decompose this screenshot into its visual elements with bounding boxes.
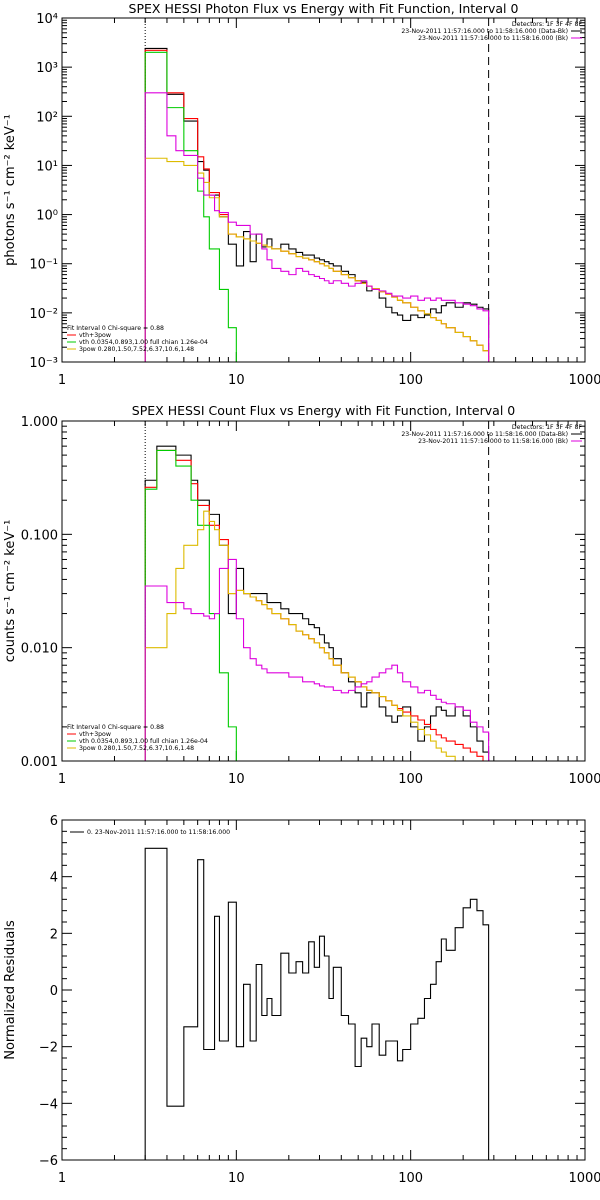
legend-entry: vth+3pow — [79, 332, 111, 339]
y-ticks — [62, 17, 585, 363]
series-group — [144, 847, 490, 1160]
y-tick-label: 10¹ — [36, 159, 58, 174]
series-line-4 — [144, 510, 490, 761]
y-axis-label: counts s⁻¹ cm⁻² keV⁻¹ — [3, 520, 18, 663]
legend-bottom: Fit Interval 0 Chi-square = 0.88vth+3pow… — [67, 325, 208, 353]
series-line-2 — [144, 449, 489, 761]
y-tick-label: 10⁻¹ — [29, 258, 58, 273]
x-tick-label: 10 — [228, 1171, 245, 1186]
legend-entry: 23-Nov-2011 11:57:16.000 to 11:58:16.000… — [401, 28, 568, 35]
series-line-3 — [144, 449, 245, 761]
legend-entry: Fit Interval 0 Chi-square = 0.88 — [67, 325, 164, 332]
chart-panel-3: Normalized Residuals 1 10 100 1000 −6 −4 −2 0 2 4 6… — [3, 814, 600, 1186]
plot-frame — [61, 17, 586, 363]
legend-entry: vth+3pow — [79, 731, 111, 738]
series-group — [144, 47, 490, 362]
y-tick-label: −2 — [39, 1041, 58, 1056]
y-tick-label: 2 — [50, 927, 58, 942]
legend-entry: vth 0.0354,0.893,1.00 full chian 1.26e-0… — [79, 339, 208, 346]
legend-entry: 3pow 0.280,1.50,7.52,6.37,10.6,1.48 — [79, 346, 194, 353]
y-tick-label: 0 — [50, 984, 58, 999]
x-ticks — [61, 820, 586, 1160]
y-tick-label: 0.001 — [21, 755, 58, 770]
series-line-5 — [144, 558, 490, 761]
x-tick-label: 1000 — [568, 772, 600, 787]
x-tick-label: 1 — [58, 1171, 66, 1186]
series-line-1 — [144, 47, 490, 362]
legend-entry: Fit Interval 0 Chi-square = 0.88 — [67, 724, 164, 731]
series-group — [144, 445, 490, 761]
x-tick-label: 10 — [228, 373, 245, 388]
legend-entry: 3pow 0.280,1.50,7.52,6.37,10.6,1.48 — [79, 745, 194, 752]
y-tick-label: −6 — [39, 1154, 58, 1169]
legend-entry: 23-Nov-2011 11:57:16.000 to 11:58:16.000… — [401, 431, 568, 438]
series-line-3 — [144, 51, 245, 362]
y-tick-label: 10³ — [36, 61, 58, 76]
x-tick-label: 10 — [228, 772, 245, 787]
series-line-4 — [144, 157, 490, 362]
legend-entry: 23-Nov-2011 11:57:16.000 to 11:58:16.000… — [418, 35, 568, 42]
plot-frame — [61, 420, 586, 762]
y-ticks — [62, 420, 585, 762]
x-tick-label: 100 — [398, 373, 423, 388]
x-tick-label: 100 — [398, 1171, 423, 1186]
plot-frame — [61, 819, 586, 1161]
y-axis-label: photons s⁻¹ cm⁻² keV⁻¹ — [3, 114, 18, 266]
legend-entry: Detectors: 1F 3F 4F 8F — [512, 21, 583, 28]
y-tick-label: 10⁰ — [36, 209, 58, 224]
legend-entry: Detectors: 1F 3F 4F 8F — [512, 424, 583, 431]
chart-panel-2: SPEX HESSI Count Flux vs Energy with Fit… — [3, 403, 600, 787]
y-axis-label: Normalized Residuals — [3, 920, 18, 1060]
x-tick-label: 100 — [398, 772, 423, 787]
series-line-1 — [144, 445, 490, 761]
x-tick-label: 1000 — [568, 373, 600, 388]
x-tick-label: 1 — [58, 373, 66, 388]
legend-entry: 23-Nov-2011 11:57:16.000 to 11:58:16.000… — [418, 438, 568, 445]
y-tick-label: 10⁻² — [29, 307, 58, 322]
x-tick-label: 1000 — [568, 1171, 600, 1186]
chart-title: SPEX HESSI Photon Flux vs Energy with Fi… — [129, 1, 519, 16]
y-tick-label: 10² — [36, 110, 58, 125]
y-tick-label: 10⁴ — [36, 12, 58, 27]
series-line-2 — [144, 49, 490, 362]
legend-entry: 0. 23-Nov-2011 11:57:16.000 to 11:58:16.… — [87, 829, 230, 836]
x-tick-label: 1 — [58, 772, 66, 787]
legend-bottom: Fit Interval 0 Chi-square = 0.88vth+3pow… — [67, 724, 208, 752]
y-tick-label: −4 — [39, 1097, 58, 1112]
y-tick-label: 10⁻³ — [29, 356, 58, 371]
chart-title: SPEX HESSI Count Flux vs Energy with Fit… — [132, 403, 515, 418]
y-ticks — [62, 819, 585, 1161]
y-tick-label: 4 — [50, 871, 58, 886]
y-tick-label: 0.010 — [21, 642, 58, 657]
chart-panel-1: SPEX HESSI Photon Flux vs Energy with Fi… — [3, 1, 600, 388]
x-ticks — [61, 421, 586, 761]
legend-top: 0. 23-Nov-2011 11:57:16.000 to 11:58:16.… — [70, 829, 230, 836]
y-tick-label: 0.100 — [21, 528, 58, 543]
series-line-1 — [144, 847, 490, 1160]
legend-entry: vth 0.0354,0.893,1.00 full chian 1.26e-0… — [79, 738, 208, 745]
y-tick-label: 6 — [50, 814, 58, 829]
series-line-5 — [144, 92, 490, 362]
x-ticks — [61, 18, 586, 362]
y-tick-label: 1.000 — [21, 415, 58, 430]
